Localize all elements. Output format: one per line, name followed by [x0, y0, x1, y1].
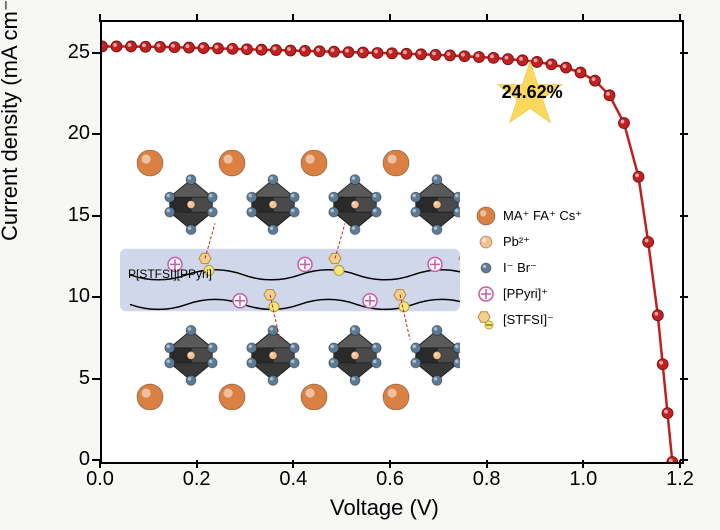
data-marker — [285, 45, 296, 56]
y-tick-mark — [92, 215, 100, 217]
data-marker — [300, 45, 311, 56]
data-marker — [667, 457, 678, 463]
data-marker — [459, 51, 470, 62]
x-tick-mark — [99, 14, 101, 22]
efficiency-value: 24.62% — [497, 82, 567, 103]
data-marker — [643, 237, 654, 248]
y-tick-mark — [680, 133, 688, 135]
x-tick-mark — [196, 14, 198, 22]
big_cation-icon — [475, 205, 497, 227]
x-axis-label: Voltage (V) — [330, 495, 439, 521]
x-tick-mark — [486, 14, 488, 22]
stfsi-icon — [475, 309, 497, 331]
data-marker — [619, 118, 630, 129]
data-marker — [662, 408, 673, 419]
y-tick-mark — [92, 133, 100, 135]
efficiency-star-annotation: 24.62% — [495, 58, 565, 133]
legend-label: [STFSI]⁻ — [503, 312, 554, 328]
y-tick-label: 10 — [68, 285, 90, 308]
legend-item-pb_cation: Pb²⁺ — [475, 231, 582, 253]
legend-item-big_cation: MA⁺ FA⁺ Cs⁺ — [475, 205, 582, 227]
y-tick-label: 15 — [68, 204, 90, 227]
x-tick-mark — [196, 460, 198, 468]
x-tick-label: 1.2 — [665, 468, 695, 491]
x-tick-mark — [486, 460, 488, 468]
y-tick-label: 0 — [79, 448, 90, 471]
legend-item-stfsi: [STFSI]⁻ — [475, 309, 582, 331]
data-marker — [604, 90, 615, 101]
data-marker — [445, 50, 456, 61]
legend-label: Pb²⁺ — [503, 234, 530, 250]
y-tick-mark — [92, 459, 100, 461]
legend-label: I⁻ Br⁻ — [503, 260, 537, 276]
data-marker — [227, 43, 238, 54]
y-tick-mark — [680, 52, 688, 54]
chart-container: Current density (mA cm⁻²) Voltage (V) 0.… — [0, 0, 720, 530]
y-tick-label: 5 — [79, 367, 90, 390]
x-tick-mark — [99, 460, 101, 468]
x-tick-mark — [582, 460, 584, 468]
y-tick-mark — [92, 296, 100, 298]
data-marker — [329, 46, 340, 57]
polymer-label: P[STFSI][PPyri] — [128, 267, 212, 281]
data-marker — [126, 41, 137, 52]
y-tick-mark — [680, 378, 688, 380]
y-tick-mark — [680, 459, 688, 461]
data-marker — [416, 49, 427, 60]
y-tick-label: 25 — [68, 41, 90, 64]
data-marker — [372, 47, 383, 58]
data-marker — [430, 49, 441, 60]
x-tick-label: 0.0 — [85, 468, 115, 491]
data-marker — [256, 44, 267, 55]
data-marker — [155, 41, 166, 52]
data-marker — [387, 48, 398, 59]
legend-label: MA⁺ FA⁺ Cs⁺ — [503, 208, 582, 224]
data-marker — [169, 42, 180, 53]
y-tick-mark — [680, 215, 688, 217]
data-marker — [271, 45, 282, 56]
x-tick-mark — [292, 460, 294, 468]
data-marker — [474, 52, 485, 63]
data-marker — [590, 75, 601, 86]
pb_cation-icon — [475, 231, 497, 253]
ppyri-icon — [475, 283, 497, 305]
x-tick-label: 0.2 — [182, 468, 212, 491]
x-tick-mark — [679, 14, 681, 22]
data-marker — [652, 310, 663, 321]
data-marker — [111, 41, 122, 52]
x-tick-label: 1.0 — [568, 468, 598, 491]
y-tick-mark — [680, 296, 688, 298]
legend: MA⁺ FA⁺ Cs⁺ Pb²⁺ I⁻ Br⁻ [PPyri]⁺ [STFSI]⁻ — [475, 205, 582, 335]
crystal-structure-inset: P[STFSI][PPyri] — [120, 150, 460, 410]
data-marker — [633, 171, 644, 182]
legend-label: [PPyri]⁺ — [503, 286, 548, 302]
data-marker — [213, 43, 224, 54]
x-tick-label: 0.8 — [472, 468, 502, 491]
data-marker — [242, 44, 253, 55]
legend-item-ppyri: [PPyri]⁺ — [475, 283, 582, 305]
data-marker — [102, 41, 108, 52]
data-marker — [184, 42, 195, 53]
halide-icon — [475, 257, 497, 279]
data-marker — [401, 48, 412, 59]
data-marker — [358, 47, 369, 58]
x-tick-label: 0.6 — [375, 468, 405, 491]
data-marker — [575, 67, 586, 78]
x-tick-mark — [389, 460, 391, 468]
data-marker — [343, 47, 354, 58]
data-marker — [314, 46, 325, 57]
legend-item-halide: I⁻ Br⁻ — [475, 257, 582, 279]
data-marker — [657, 359, 668, 370]
data-marker — [198, 43, 209, 54]
x-tick-mark — [582, 14, 584, 22]
y-tick-mark — [92, 378, 100, 380]
data-marker — [140, 41, 151, 52]
x-tick-mark — [389, 14, 391, 22]
y-tick-label: 20 — [68, 122, 90, 145]
x-tick-mark — [679, 460, 681, 468]
y-tick-mark — [92, 52, 100, 54]
x-tick-mark — [292, 14, 294, 22]
x-tick-label: 0.4 — [278, 468, 308, 491]
